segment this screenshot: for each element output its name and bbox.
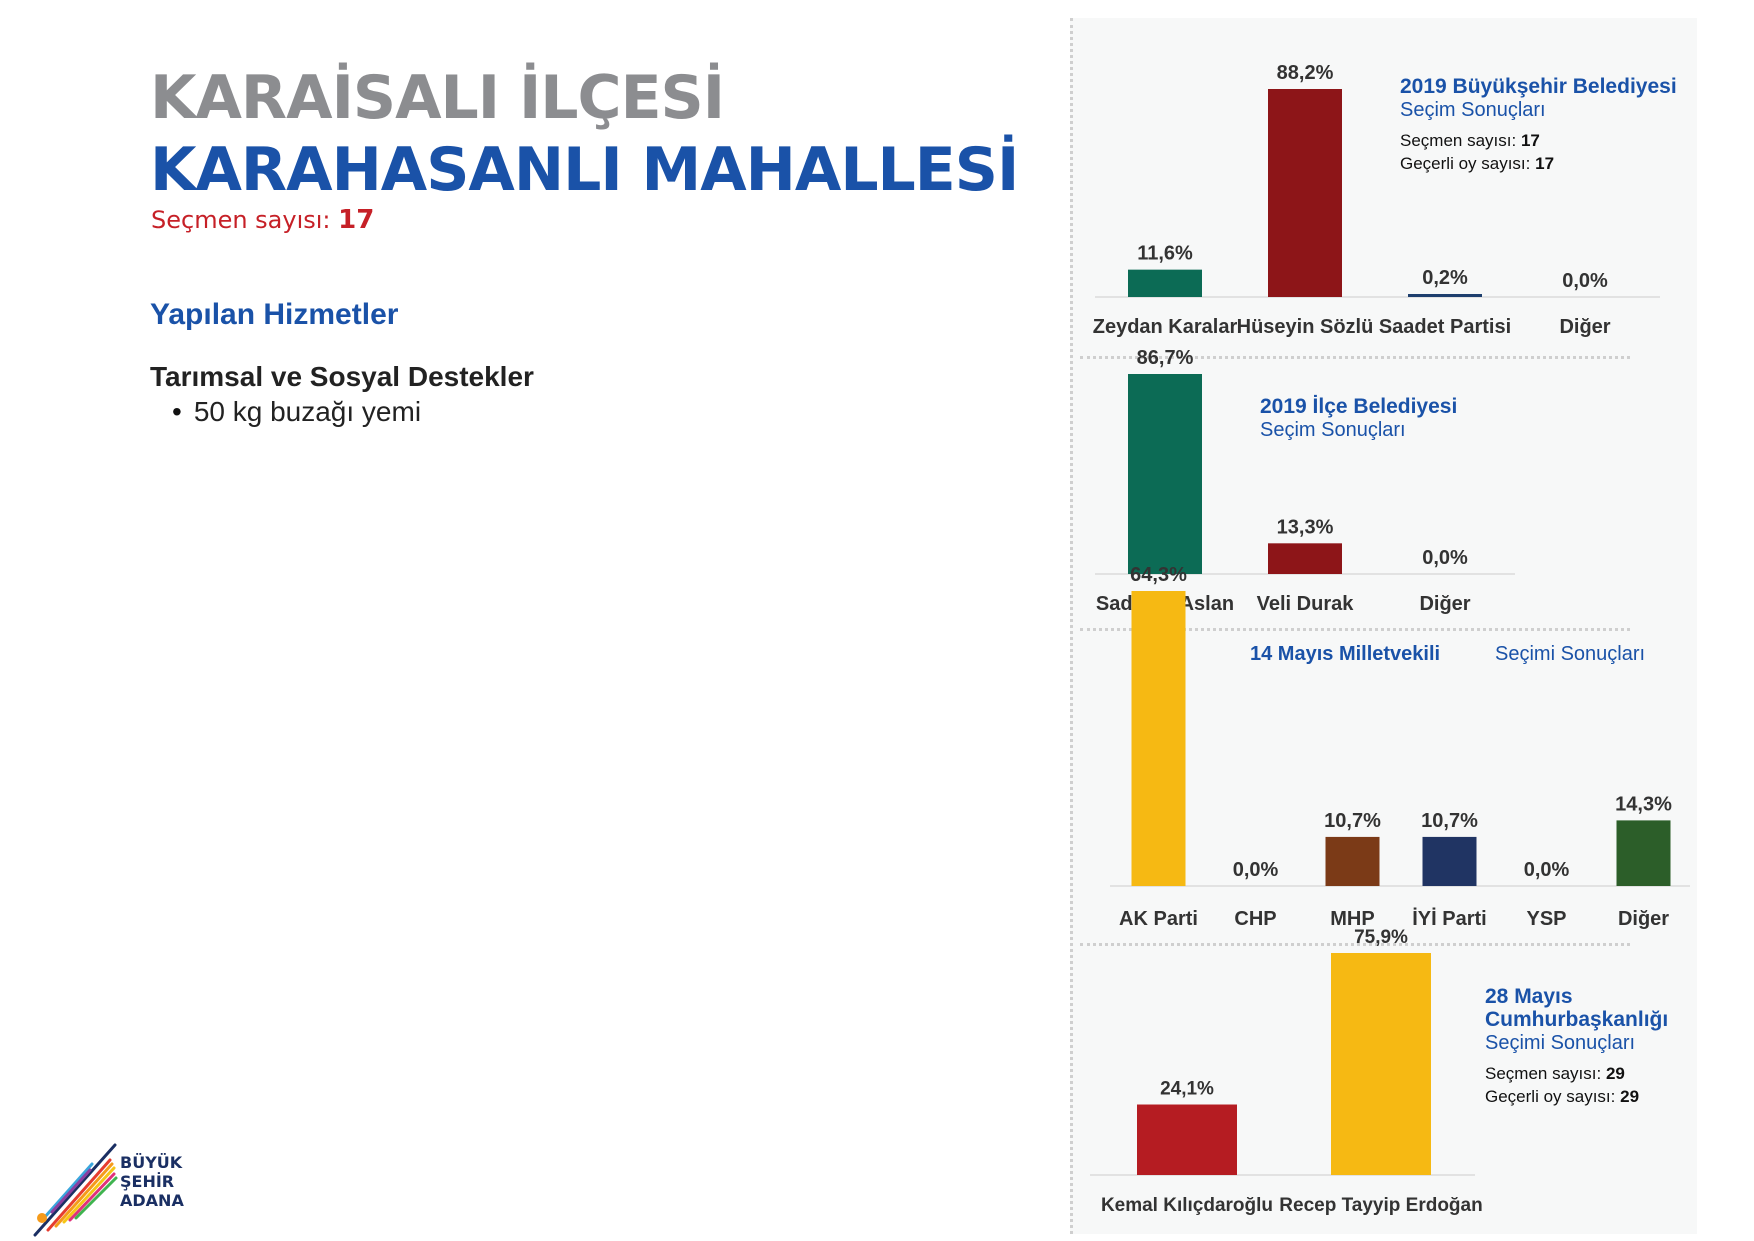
chart-3: 64,3% AK Parti 0,0% CHP 10,7% MHP 10,7% İYİ Par…: [1110, 564, 1690, 930]
chart-subtitle: Seçim Sonuçları: [1260, 419, 1406, 441]
chart-meta: Geçerli oy sayısı: 29: [1485, 1087, 1639, 1106]
chart-subtitle: Seçimi Sonuçları: [1485, 1032, 1635, 1054]
category-label: İYİ Parti: [1412, 907, 1486, 930]
bar: [1128, 374, 1202, 574]
category-label: MHP: [1330, 908, 1374, 930]
bar: [1408, 294, 1482, 297]
data-label: 88,2%: [1277, 62, 1334, 84]
voter-count-label: Seçmen sayısı:: [151, 206, 331, 234]
category-label: Kemal Kılıçdaroğlu: [1101, 1195, 1273, 1216]
category-label: Diğer: [1419, 593, 1470, 615]
data-label: 11,6%: [1137, 243, 1193, 265]
chart-title: 2019 İlçe Belediyesi: [1260, 395, 1457, 418]
category-label: AK Parti: [1119, 908, 1198, 930]
bar: [1137, 1104, 1237, 1175]
category-label: YSP: [1526, 908, 1566, 930]
chart-subtitle: Seçim Sonuçları: [1400, 99, 1546, 121]
data-label: 0,0%: [1233, 859, 1279, 881]
bar: [1268, 543, 1342, 574]
buyuksehir-adana-logo: [33, 1143, 118, 1237]
chart-meta: Seçmen sayısı: 29: [1485, 1064, 1625, 1083]
chart-subtitle: Seçimi Sonuçları: [1495, 643, 1645, 665]
chart-title: 28 Mayıs: [1485, 985, 1573, 1008]
data-label: 75,9%: [1354, 927, 1408, 948]
bar: [1422, 836, 1477, 886]
district-title: KARAİSALI İLÇESİ: [150, 63, 725, 133]
logo-text: BÜYÜK ŞEHİR ADANA: [120, 1153, 184, 1210]
support-list: 50 kg buzağı yemi: [172, 396, 421, 428]
section-divider: [1080, 628, 1630, 631]
section-divider: [1080, 943, 1630, 946]
voter-count: Seçmen sayısı: 17: [151, 205, 374, 235]
chart-meta: Seçmen sayısı: 17: [1400, 131, 1540, 150]
category-label: Saadet Partisi: [1379, 316, 1511, 338]
chart-4: 24,1% Kemal Kılıçdaroğlu 75,9% Recep Tayyip…: [1090, 927, 1668, 1216]
data-label: 14,3%: [1615, 793, 1672, 815]
list-item: 50 kg buzağı yemi: [172, 396, 421, 428]
bar: [1616, 820, 1671, 886]
chart-meta-value: 29: [1606, 1064, 1625, 1083]
category-label: Diğer: [1559, 316, 1610, 338]
bar: [1331, 953, 1431, 1175]
chart-title-line2: Cumhurbaşkanlığı: [1485, 1008, 1668, 1031]
data-label: 10,7%: [1421, 810, 1478, 832]
data-label: 13,3%: [1277, 516, 1334, 538]
category-label: Zeydan Karalar: [1093, 316, 1238, 338]
services-heading: Yapılan Hizmetler: [150, 298, 399, 331]
chart-title: 14 Mayıs Milletvekili: [1250, 643, 1440, 665]
neighborhood-title: KARAHASANLI MAHALLESİ: [150, 135, 1019, 205]
category-label: Diğer: [1618, 908, 1669, 930]
category-label: Veli Durak: [1257, 593, 1355, 615]
data-label: 10,7%: [1324, 810, 1381, 832]
data-label: 64,3%: [1130, 564, 1187, 586]
chart-meta: Geçerli oy sayısı: 17: [1400, 154, 1554, 173]
data-label: 0,0%: [1422, 547, 1468, 569]
support-category: Tarımsal ve Sosyal Destekler: [150, 361, 534, 392]
logo-line: BÜYÜK: [120, 1153, 183, 1172]
chart-title: 2019 Büyükşehir Belediyesi: [1400, 75, 1677, 98]
bar: [1128, 269, 1202, 297]
chart-meta-value: 17: [1535, 154, 1554, 173]
bar: [1325, 836, 1380, 886]
section-divider: [1080, 356, 1630, 359]
chart-meta-value: 29: [1620, 1087, 1639, 1106]
data-label: 0,0%: [1562, 270, 1608, 292]
voter-count-value: 17: [338, 205, 375, 235]
data-label: 86,7%: [1137, 347, 1194, 369]
chart-meta-value: 17: [1521, 131, 1540, 150]
logo-line: ADANA: [120, 1191, 184, 1210]
logo-line: ŞEHİR: [120, 1172, 175, 1191]
data-label: 24,1%: [1160, 1079, 1214, 1100]
category-label: Recep Tayyip Erdoğan: [1279, 1195, 1482, 1216]
category-label: Hüseyin Sözlü: [1237, 316, 1374, 338]
bar: [1268, 89, 1342, 297]
bar: [1131, 591, 1186, 886]
data-label: 0,2%: [1422, 267, 1468, 289]
chart-1: 11,6% Zeydan Karalar 88,2% Hüseyin Sözlü 0,2…: [1093, 62, 1677, 338]
category-label: CHP: [1234, 908, 1276, 930]
data-label: 0,0%: [1524, 859, 1570, 881]
